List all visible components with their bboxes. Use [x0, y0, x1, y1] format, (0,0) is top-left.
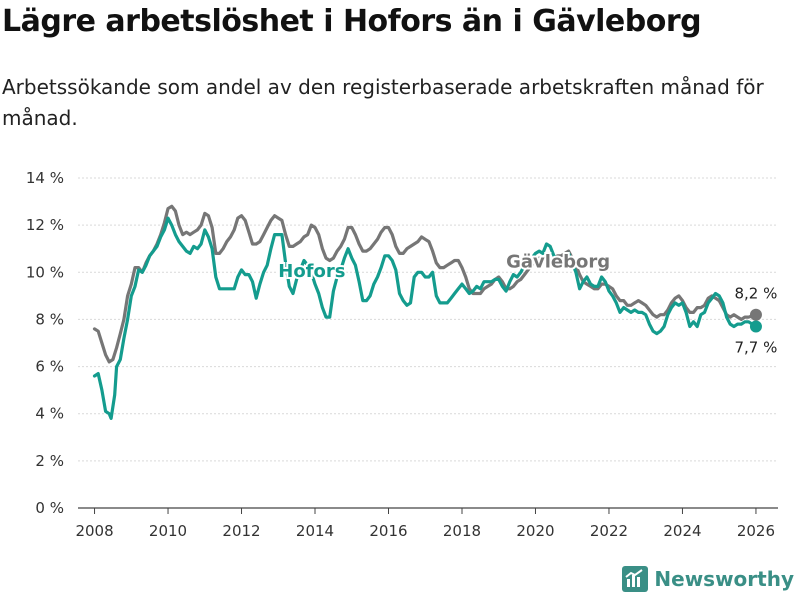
chart-grid: [78, 177, 778, 509]
x-tick-label: 2026: [737, 522, 775, 540]
end-label-gavleborg: 8,2 %: [735, 285, 778, 303]
y-tick-label: 10 %: [26, 263, 64, 281]
series-end-point-gävleborg: [749, 308, 762, 321]
y-axis-ticks: 0 % 2 % 4 % 6 % 8 % 10 % 12 % 14 %: [26, 169, 64, 517]
y-tick-label: 2 %: [35, 452, 64, 470]
newsworthy-logo-icon: [622, 566, 649, 592]
x-axis: 2008 2010 2012 2014 2016 2018 2020 2022 2024 2026: [75, 508, 775, 540]
series-end-point-hofors: [749, 320, 762, 333]
x-tick-label: 2016: [369, 522, 407, 540]
x-tick-label: 2024: [663, 522, 701, 540]
x-tick-label: 2014: [296, 522, 334, 540]
series-line-hofors: [92, 216, 758, 420]
x-tick-label: 2010: [149, 522, 187, 540]
y-tick-label: 0 %: [35, 499, 64, 517]
x-tick-label: 2008: [75, 522, 113, 540]
inline-label-hofors: Hofors: [278, 261, 345, 282]
x-tick-label: 2012: [222, 522, 260, 540]
y-tick-label: 6 %: [35, 358, 64, 376]
brand-logo[interactable]: Newsworthy: [622, 566, 794, 592]
inline-label-gävleborg: Gävleborg: [506, 252, 610, 273]
x-tick-label: 2022: [590, 522, 628, 540]
y-tick-label: 8 %: [35, 310, 64, 328]
y-tick-label: 12 %: [26, 216, 64, 234]
page-subtitle: Arbetssökande som andel av den registerb…: [2, 75, 764, 130]
brand-name: Newsworthy: [654, 567, 794, 591]
y-tick-label: 4 %: [35, 405, 64, 423]
series-line-gävleborg: [92, 204, 758, 364]
page-title: Lägre arbetslöshet i Hofors än i Gävlebo…: [2, 4, 702, 39]
x-tick-label: 2018: [443, 522, 481, 540]
chart-series: [92, 204, 762, 420]
y-tick-label: 14 %: [26, 169, 64, 187]
x-tick-label: 2020: [516, 522, 554, 540]
chart-labels: 8,2 % 7,7 % Gävleborg Hofors: [276, 250, 778, 357]
end-label-hofors: 7,7 %: [735, 339, 778, 357]
